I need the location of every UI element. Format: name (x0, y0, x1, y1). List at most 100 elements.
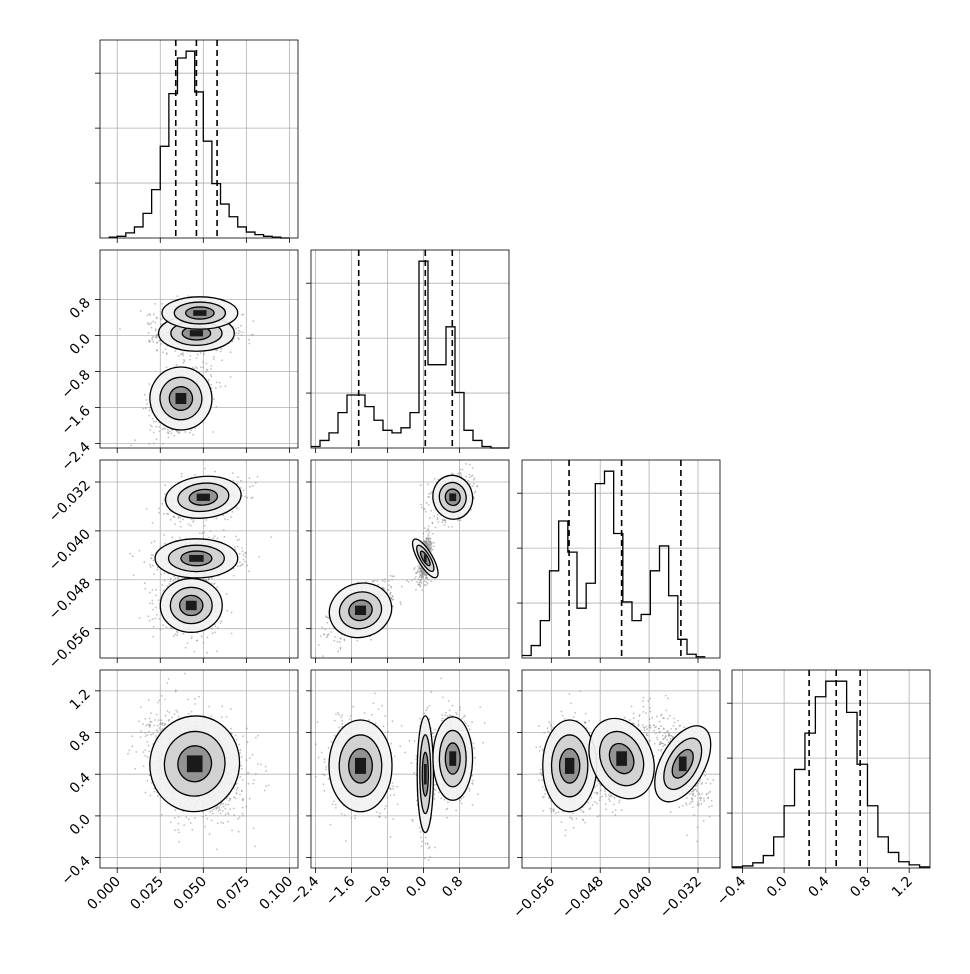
sample-point (148, 443, 150, 445)
sample-point (156, 317, 158, 319)
sample-point (236, 539, 238, 541)
sample-point (192, 434, 194, 436)
sample-point (152, 603, 154, 605)
density-peak (193, 310, 206, 316)
sample-point (154, 303, 156, 305)
sample-point (154, 322, 156, 324)
sample-point (167, 429, 169, 431)
histogram-panel-2 (517, 460, 720, 658)
sample-point (201, 636, 203, 638)
sample-point (425, 530, 427, 532)
sample-point (239, 565, 241, 567)
sample-point (168, 583, 170, 585)
sample-point (303, 654, 305, 656)
sample-point (425, 577, 427, 579)
sample-point (210, 384, 212, 386)
sample-point (430, 492, 432, 494)
sample-point (189, 355, 191, 357)
sample-point (174, 523, 176, 525)
sample-point (183, 359, 185, 361)
sample-point (242, 563, 244, 565)
sample-point (168, 432, 170, 434)
sample-point (177, 295, 179, 297)
sample-point (406, 580, 408, 582)
sample-point (158, 426, 160, 428)
sample-point (445, 522, 447, 524)
sample-point (156, 350, 158, 352)
sample-point (182, 519, 184, 521)
sample-point (388, 584, 390, 586)
sample-point (340, 647, 342, 649)
panel-frame (732, 670, 930, 868)
sample-point (177, 431, 179, 433)
sample-point (182, 633, 184, 635)
sample-point (149, 341, 151, 343)
sample-point (420, 581, 422, 583)
sample-point (146, 403, 148, 405)
sample-point (187, 642, 189, 644)
sample-point (435, 527, 437, 529)
sample-point (248, 570, 250, 572)
sample-point (252, 334, 254, 336)
sample-point (243, 554, 245, 556)
sample-point (344, 640, 346, 642)
sample-point (152, 565, 154, 567)
sample-point (473, 479, 475, 481)
sample-point (144, 394, 146, 396)
sample-point (214, 471, 216, 473)
sample-point (474, 477, 476, 479)
sample-point (147, 324, 149, 326)
sample-point (140, 310, 142, 312)
sample-point (334, 636, 336, 638)
sample-point (178, 516, 180, 518)
sample-point (160, 323, 162, 325)
sample-point (158, 512, 160, 514)
sample-point (421, 507, 423, 509)
sample-point (167, 513, 169, 515)
sample-point (433, 542, 435, 544)
sample-point (429, 531, 431, 533)
sample-point (163, 534, 165, 536)
sample-point (193, 519, 195, 521)
sample-point (182, 355, 184, 357)
sample-point (428, 535, 430, 537)
sample-point (253, 320, 255, 322)
sample-point (166, 352, 168, 354)
sample-point (431, 542, 433, 544)
sample-point (226, 593, 228, 595)
sample-point (156, 342, 158, 344)
sample-point (181, 473, 183, 475)
sample-point (246, 497, 248, 499)
sample-point (215, 518, 217, 520)
sample-point (221, 348, 223, 350)
sample-point (230, 516, 232, 518)
sample-point (157, 569, 159, 571)
sample-point (237, 327, 239, 329)
sample-point (251, 334, 253, 336)
sample-point (433, 515, 435, 517)
sample-point (170, 627, 172, 629)
sample-point (392, 599, 394, 601)
sample-point (419, 584, 421, 586)
sample-point (152, 560, 154, 562)
sample-point (151, 558, 153, 560)
sample-point (270, 536, 272, 538)
sample-point (374, 580, 376, 582)
sample-point (215, 387, 217, 389)
sample-point (237, 546, 239, 548)
sample-point (320, 635, 322, 637)
sample-point (189, 432, 191, 434)
sample-point (370, 639, 372, 641)
sample-point (196, 367, 198, 369)
sample-point (232, 511, 234, 513)
sample-point (425, 584, 427, 586)
sample-point (216, 406, 218, 408)
sample-point (216, 651, 218, 653)
sample-point (149, 620, 151, 622)
sample-point (156, 614, 158, 616)
sample-point (451, 526, 453, 528)
sample-point (221, 359, 223, 361)
sample-point (148, 332, 150, 334)
sample-point (205, 371, 207, 373)
